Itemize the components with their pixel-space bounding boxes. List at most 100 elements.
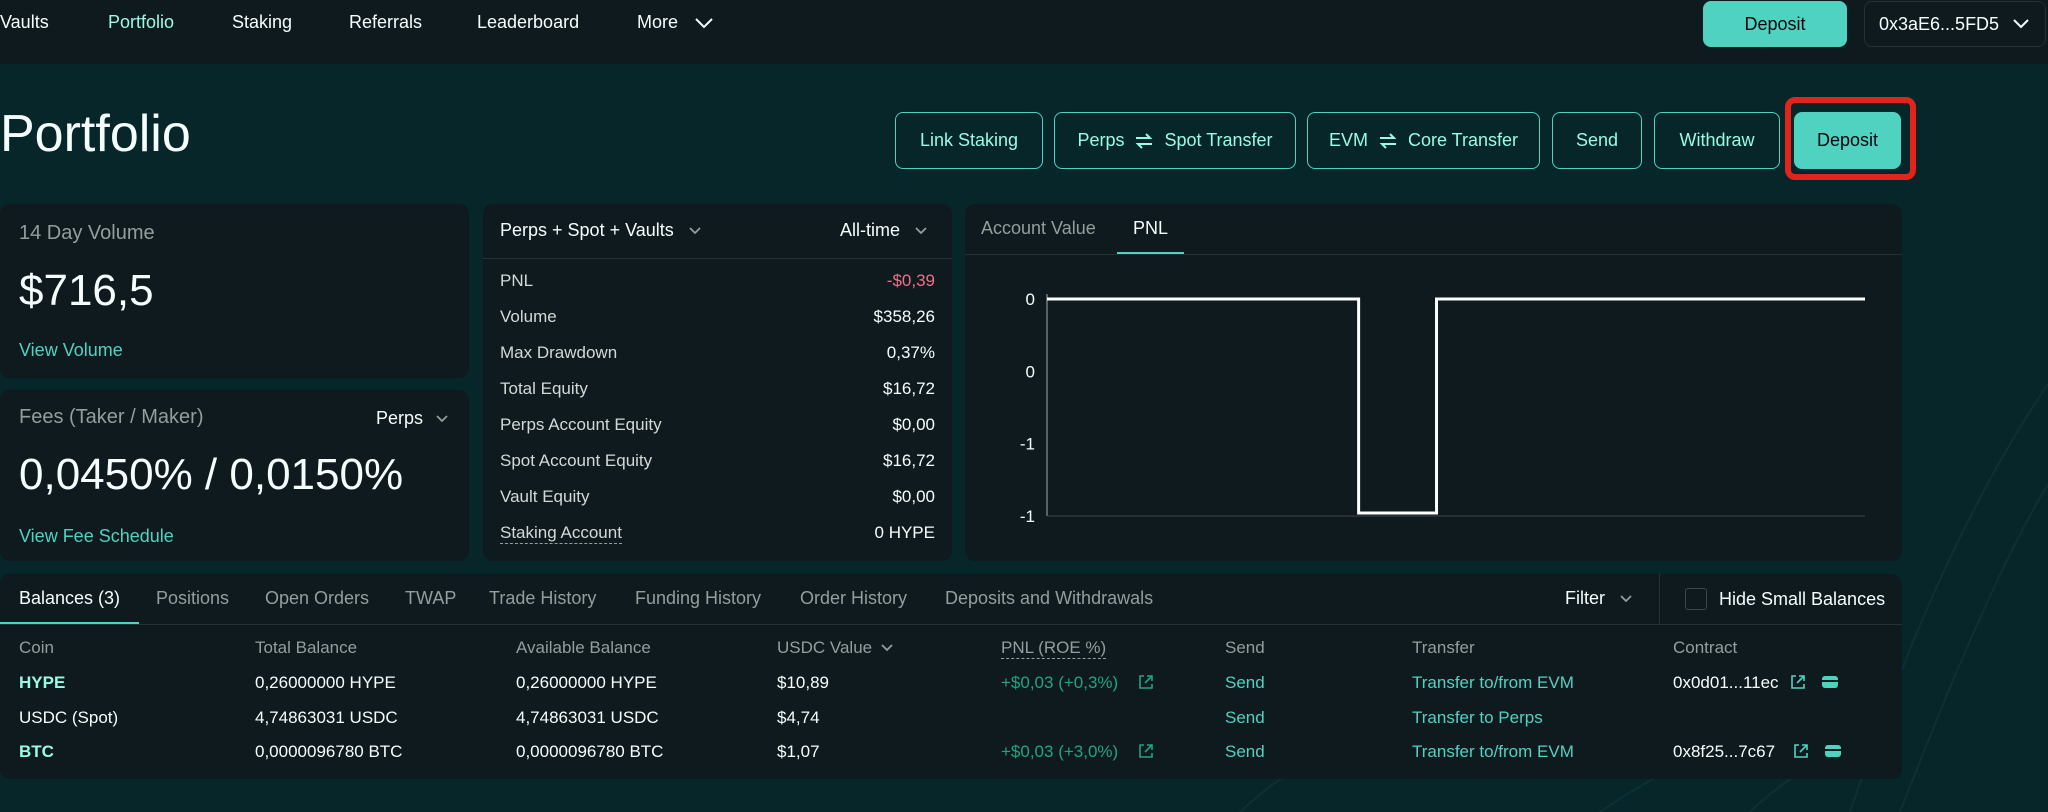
link-staking-button[interactable]: Link Staking — [895, 112, 1043, 169]
usdc-value: $1,07 — [777, 742, 820, 761]
evm-core-transfer-button[interactable]: EVM Core Transfer — [1307, 112, 1540, 169]
wallet-address-button[interactable]: 0x3aE6...5FD5 — [1864, 1, 2046, 47]
top-nav-bar: Vaults Portfolio Staking Referrals Leade… — [0, 0, 2048, 48]
tab-deposits-withdrawals[interactable]: Deposits and Withdrawals — [945, 588, 1154, 608]
coin-name[interactable]: USDC (Spot) — [19, 708, 119, 727]
stat-row-volume: Volume $358,26 — [500, 307, 935, 327]
contract-address[interactable]: 0x0d01...11ec — [1673, 673, 1779, 692]
nav-more[interactable]: More — [637, 12, 715, 33]
chevron-down-icon — [436, 414, 448, 422]
send-link[interactable]: Send — [1225, 708, 1265, 727]
stat-value: $0,00 — [892, 415, 935, 434]
header-deposit-button[interactable]: Deposit — [1703, 1, 1847, 47]
perps-label: Perps — [1077, 130, 1125, 150]
stat-row-total-equity: Total Equity $16,72 — [500, 379, 935, 399]
nav-portfolio[interactable]: Portfolio — [108, 12, 175, 32]
usdc-value: $4,74 — [777, 708, 820, 727]
stat-label: Total Equity — [500, 379, 588, 398]
stat-value: $358,26 — [873, 307, 935, 326]
view-volume-link[interactable]: View Volume — [19, 340, 123, 360]
scope-dropdown[interactable]: Perps + Spot + Vaults — [500, 220, 702, 241]
divider — [0, 624, 1902, 625]
perps-spot-transfer-button[interactable]: Perps Spot Transfer — [1054, 112, 1296, 169]
nav-referrals[interactable]: Referrals — [349, 12, 423, 32]
filter-label: Filter — [1565, 588, 1605, 608]
send-button[interactable]: Send — [1552, 112, 1642, 169]
hide-small-balances-label: Hide Small Balances — [1719, 589, 1886, 609]
nav-leaderboard[interactable]: Leaderboard — [477, 12, 580, 32]
transfer-link[interactable]: Transfer to/from EVM — [1412, 673, 1574, 692]
range-dropdown[interactable]: All-time — [840, 220, 928, 241]
stat-row-max-drawdown: Max Drawdown 0,37% — [500, 343, 935, 363]
swap-arrows-icon — [1379, 132, 1397, 149]
view-fee-schedule-link[interactable]: View Fee Schedule — [19, 526, 174, 546]
chart-panel: Account Value PNL 0 0 -1 -1 — [965, 204, 1902, 561]
deposit-button[interactable]: Deposit — [1794, 112, 1901, 169]
coin-name[interactable]: HYPE — [19, 673, 66, 692]
spot-transfer-label: Spot Transfer — [1164, 130, 1273, 150]
y-tick-label: 0 — [1026, 290, 1035, 309]
volume-card: 14 Day Volume $716,5 View Volume — [0, 204, 469, 378]
stats-panel: Perps + Spot + Vaults All-time — [483, 204, 952, 561]
staking-account-link[interactable]: Staking Account — [500, 523, 622, 544]
header-total-balance: Total Balance — [255, 638, 358, 657]
y-tick-label: 0 — [1026, 362, 1035, 381]
contract-address[interactable]: 0x8f25...7c67 — [1673, 742, 1776, 761]
available-balance: 0,26000000 HYPE — [516, 673, 657, 692]
y-tick-label: -1 — [1020, 435, 1035, 454]
tab-positions[interactable]: Positions — [156, 588, 230, 608]
header-pnl: PNL (ROE %) — [1001, 638, 1107, 659]
share-icon[interactable] — [1138, 743, 1154, 759]
stat-value: $16,72 — [883, 379, 935, 398]
chevron-down-icon — [695, 18, 713, 29]
nav-more-label: More — [637, 12, 679, 32]
header-usdc-value: USDC Value — [777, 638, 873, 657]
header-transfer: Transfer — [1412, 638, 1475, 657]
chevron-down-icon — [689, 226, 701, 234]
deposit-highlight-box — [1785, 97, 1916, 180]
external-link-icon[interactable] — [1790, 674, 1806, 690]
stat-label: Max Drawdown — [500, 343, 618, 362]
tab-pnl[interactable]: PNL — [1133, 218, 1169, 238]
core-transfer-label: Core Transfer — [1407, 130, 1519, 150]
nav-vaults[interactable]: Vaults — [0, 12, 49, 32]
fees-value: 0,0450% / 0,0150% — [19, 450, 404, 499]
tab-trade-history[interactable]: Trade History — [489, 588, 597, 608]
scope-value: Perps + Spot + Vaults — [500, 220, 674, 240]
send-link[interactable]: Send — [1225, 673, 1265, 692]
fees-type-dropdown[interactable]: Perps — [376, 408, 449, 429]
stat-value: 0 HYPE — [874, 523, 935, 542]
hide-small-balances-checkbox[interactable] — [1685, 588, 1707, 610]
stat-row-staking-account: Staking Account 0 HYPE — [500, 523, 935, 544]
transfer-link[interactable]: Transfer to Perps — [1412, 708, 1543, 727]
active-tab-indicator — [0, 622, 139, 624]
external-link-icon[interactable] — [1793, 743, 1809, 759]
tab-open-orders[interactable]: Open Orders — [265, 588, 370, 608]
tab-twap[interactable]: TWAP — [405, 588, 457, 608]
send-link[interactable]: Send — [1225, 742, 1265, 761]
transfer-link[interactable]: Transfer to/from EVM — [1412, 742, 1574, 761]
stat-row-vault-equity: Vault Equity $0,00 — [500, 487, 935, 507]
stat-value: -$0,39 — [886, 271, 935, 290]
swap-arrows-icon — [1136, 132, 1153, 149]
nav-staking[interactable]: Staking — [232, 12, 293, 32]
wallet-icon[interactable] — [1821, 674, 1839, 690]
tab-balances[interactable]: Balances (3) — [19, 588, 121, 608]
stat-label: Vault Equity — [500, 487, 590, 506]
tab-funding-history[interactable]: Funding History — [635, 588, 762, 608]
header-usdc-value-sort[interactable]: USDC Value — [777, 638, 894, 658]
withdraw-button[interactable]: Withdraw — [1654, 112, 1780, 169]
stat-value: 0,37% — [886, 343, 935, 362]
total-balance: 0,0000096780 BTC — [255, 742, 403, 761]
total-balance: 4,74863031 USDC — [255, 708, 398, 727]
available-balance: 4,74863031 USDC — [516, 708, 659, 727]
usdc-value: $10,89 — [777, 673, 829, 692]
tab-account-value[interactable]: Account Value — [981, 218, 1096, 238]
coin-name[interactable]: BTC — [19, 742, 54, 761]
pnl-value: +$0,03 (+3,0%) — [1001, 742, 1119, 761]
wallet-icon[interactable] — [1824, 743, 1842, 759]
share-icon[interactable] — [1138, 674, 1154, 690]
tab-order-history[interactable]: Order History — [800, 588, 908, 608]
divider — [483, 258, 952, 259]
filter-dropdown[interactable]: Filter — [1565, 588, 1633, 609]
